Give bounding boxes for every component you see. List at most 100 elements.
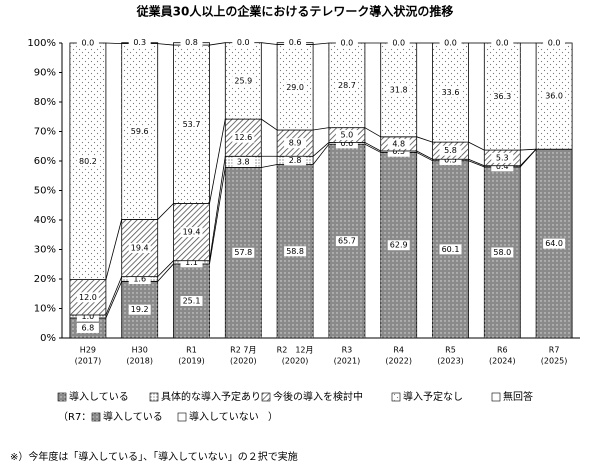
- connector: [416, 150, 433, 160]
- connector: [261, 164, 278, 168]
- value-label: 0.0: [496, 39, 509, 48]
- value-label: 53.7: [183, 120, 201, 129]
- legend-label: 具体的な導入予定あり: [161, 390, 261, 403]
- connector: [105, 219, 123, 280]
- value-label-bg: [439, 154, 462, 165]
- value-label: 1.6: [133, 275, 146, 284]
- connector: [312, 142, 330, 157]
- legend-swatch-pattern: [392, 393, 400, 401]
- y-tick-label: 0%: [40, 333, 56, 344]
- value-label-bg: [284, 246, 307, 257]
- value-label: 29.0: [286, 83, 304, 92]
- chart-title: 従業員30人以上の企業におけるテレワーク導入状況の推移: [136, 4, 454, 19]
- value-label: 0.4: [496, 162, 509, 171]
- value-label-bg: [387, 138, 410, 149]
- legend-swatch: [491, 392, 501, 402]
- value-label: 19.2: [131, 305, 149, 314]
- connector: [157, 203, 174, 220]
- x-tick-sublabel: (2024): [489, 357, 516, 366]
- value-label: 19.4: [183, 228, 201, 237]
- value-label: 0.6: [289, 38, 302, 47]
- value-label: 0.0: [341, 39, 354, 48]
- value-label-bg: [543, 238, 566, 249]
- value-label: 65.7: [338, 237, 356, 246]
- x-tick-sublabel: (2017): [75, 357, 102, 366]
- value-label-bg: [387, 38, 410, 48]
- value-label-bg: [128, 37, 151, 48]
- value-label: 0.3: [133, 38, 146, 47]
- value-label-bg: [491, 247, 514, 258]
- x-tick-label: R2 7月: [230, 346, 256, 355]
- x-tick-label: R6: [497, 346, 508, 355]
- x-tick-sublabel: (2018): [126, 357, 153, 366]
- value-label-bg: [76, 156, 99, 167]
- value-label: 0.0: [548, 39, 561, 48]
- value-label-bg: [76, 292, 99, 303]
- value-label-bg: [128, 274, 151, 284]
- value-label-bg: [232, 75, 255, 86]
- legend-note: ）: [268, 411, 278, 423]
- value-label-bg: [284, 138, 307, 149]
- value-label-bg: [439, 87, 462, 98]
- legend-label: 導入予定なし: [403, 390, 463, 403]
- value-label-bg: [491, 38, 514, 48]
- value-label-bg: [387, 240, 410, 251]
- legend-swatch-pattern: [262, 393, 270, 401]
- value-label: 36.3: [493, 92, 511, 101]
- connector: [313, 127, 329, 131]
- x-tick-label: R7: [549, 346, 560, 355]
- connector: [261, 42, 278, 45]
- connector: [312, 143, 330, 165]
- value-label: 59.6: [131, 127, 149, 136]
- value-label: 1.1: [185, 258, 198, 267]
- value-label: 80.2: [79, 157, 97, 166]
- value-label: 12.6: [234, 133, 252, 142]
- value-label-bg: [284, 37, 307, 48]
- value-label-bg: [335, 38, 358, 48]
- legend-note: 導入している: [103, 410, 163, 423]
- value-label: 8.9: [289, 139, 302, 148]
- value-label: 0.5: [392, 147, 405, 156]
- legend-swatch-pattern: [58, 393, 66, 401]
- x-tick-label: H30: [132, 346, 148, 355]
- x-tick-label: R5: [445, 346, 456, 355]
- value-label-bg: [387, 84, 410, 95]
- connector: [105, 276, 123, 316]
- footnote: ※）今年度は「導入している」、「導入していない」の２択で実施: [10, 450, 298, 463]
- connector: [520, 148, 537, 166]
- connector: [468, 141, 485, 151]
- value-label: 4.8: [392, 139, 405, 148]
- connector: [520, 148, 537, 151]
- value-label-bg: [439, 38, 462, 48]
- value-label-bg: [232, 132, 255, 143]
- legend-swatch: [177, 412, 187, 422]
- value-label: 0.5: [444, 155, 457, 164]
- value-label-bg: [180, 257, 203, 268]
- legend-note: （R7：: [58, 411, 91, 423]
- value-label: 60.1: [442, 245, 460, 254]
- x-tick-sublabel: (2020): [230, 357, 257, 366]
- y-tick-label: 100%: [27, 38, 56, 49]
- value-label: 5.8: [444, 146, 457, 155]
- legend-label: 今後の導入を検討中: [273, 390, 363, 403]
- y-tick-label: 90%: [34, 68, 56, 79]
- y-tick-label: 80%: [34, 97, 56, 108]
- connector: [105, 281, 123, 319]
- y-tick-label: 60%: [34, 156, 56, 167]
- connector: [364, 142, 381, 152]
- x-tick-sublabel: (2025): [541, 357, 568, 366]
- value-label-bg: [491, 161, 514, 172]
- connector: [364, 143, 381, 153]
- value-label: 25.9: [234, 76, 252, 85]
- value-label-bg: [128, 304, 151, 315]
- value-label: 31.8: [390, 85, 408, 94]
- value-label: 5.0: [341, 131, 354, 140]
- value-label: 64.0: [545, 239, 563, 248]
- value-label: 5.3: [496, 153, 509, 162]
- value-label-bg: [284, 82, 307, 93]
- x-tick-sublabel: (2023): [437, 357, 464, 366]
- value-label: 6.8: [82, 323, 95, 332]
- connector: [468, 158, 485, 167]
- legend-label: 無回答: [503, 390, 533, 403]
- value-label-bg: [335, 80, 358, 91]
